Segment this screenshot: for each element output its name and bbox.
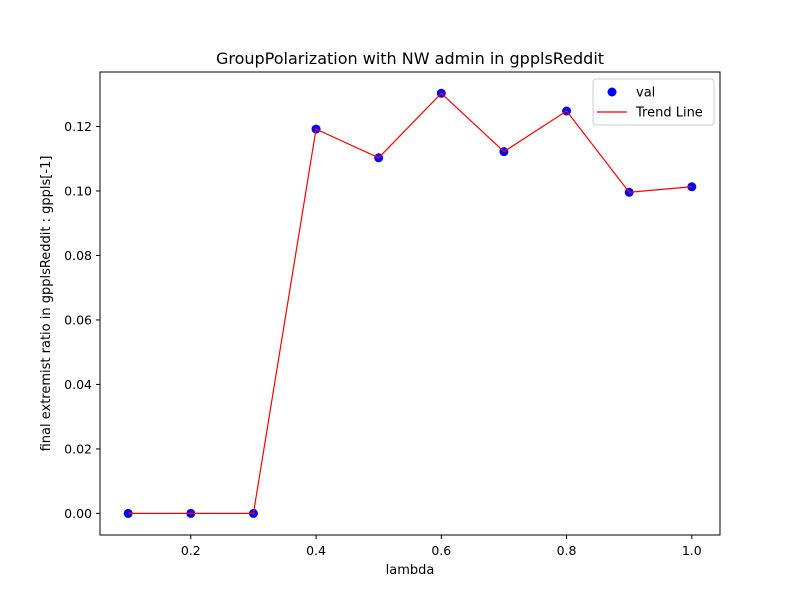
y-tick-label: 0.00 <box>64 506 92 521</box>
y-axis-ticks: 0.00 0.02 0.04 0.06 0.08 0.10 0.12 <box>64 119 100 521</box>
x-axis-ticks: 0.2 0.4 0.6 0.8 1.0 <box>181 535 702 558</box>
legend-label-val: val <box>636 86 655 101</box>
plot-frame <box>99 71 721 536</box>
trend-line <box>128 92 692 515</box>
x-tick-label: 0.6 <box>431 543 451 558</box>
y-tick-label: 0.08 <box>64 248 92 263</box>
y-tick-label: 0.10 <box>64 183 92 198</box>
y-tick-label: 0.12 <box>64 119 92 134</box>
plot-marks <box>123 88 697 518</box>
x-tick-label: 0.4 <box>306 543 326 558</box>
x-tick-label: 1.0 <box>682 543 702 558</box>
legend-marker-val <box>607 87 617 97</box>
legend-label-trend-line: Trend Line <box>635 106 703 121</box>
legend: val Trend Line <box>592 78 715 126</box>
legend-box <box>592 78 715 126</box>
chart-title: GroupPolarization with NW admin in gppls… <box>216 49 604 68</box>
y-tick-label: 0.06 <box>64 312 92 327</box>
x-tick-label: 0.8 <box>557 543 577 558</box>
x-axis-label: lambda <box>386 563 435 578</box>
y-tick-label: 0.02 <box>64 441 92 456</box>
y-tick-label: 0.04 <box>64 377 92 392</box>
x-tick-label: 0.2 <box>181 543 201 558</box>
y-axis-label: final extremist ratio in gpplsReddit : g… <box>39 156 54 452</box>
